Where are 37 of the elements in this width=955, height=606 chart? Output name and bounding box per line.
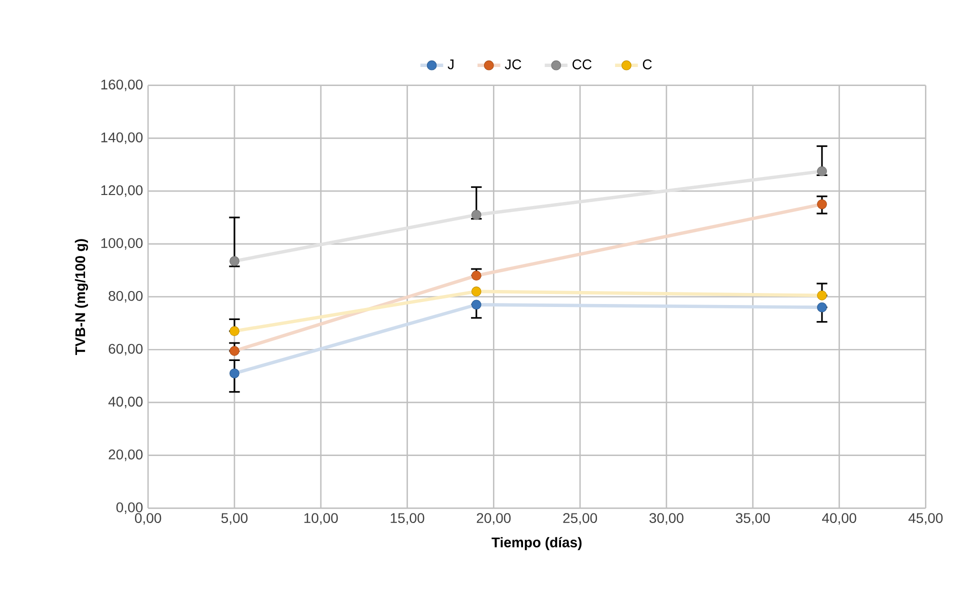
point xyxy=(230,326,240,336)
point xyxy=(817,166,827,176)
x-tick-label: 20,00 xyxy=(476,513,511,525)
point xyxy=(817,302,827,313)
x-tick-label: 30,00 xyxy=(649,513,684,525)
y-tick-label: 100,00 xyxy=(101,238,143,250)
y-tick-label: 0,00 xyxy=(116,502,143,514)
legend-label: C xyxy=(642,60,652,70)
point xyxy=(230,346,240,356)
y-tick-label: 40,00 xyxy=(108,396,143,408)
point xyxy=(817,290,827,301)
x-tick-label: 40,00 xyxy=(822,513,856,525)
x-tick-label: 0,00 xyxy=(134,513,162,525)
point xyxy=(230,256,240,266)
y-tick-label: 120,00 xyxy=(101,186,143,198)
point xyxy=(230,368,240,379)
point xyxy=(471,286,482,297)
x-tick-label: 45,00 xyxy=(908,513,943,525)
y-tick-label: 160,00 xyxy=(101,80,143,92)
point xyxy=(471,300,482,310)
x-axis-title: Tiempo (días) xyxy=(492,537,582,550)
x-tick-label: 5,00 xyxy=(221,513,248,525)
y-tick-label: 80,00 xyxy=(108,291,143,303)
y-tick-label: 140,00 xyxy=(101,132,143,144)
x-tick-label: 35,00 xyxy=(736,513,770,525)
x-tick-label: 10,00 xyxy=(304,513,338,525)
y-axis-title: TVB-N (mg/100 g) xyxy=(74,239,88,356)
legend-label: J xyxy=(448,60,454,70)
x-tick-label: 15,00 xyxy=(390,513,424,525)
y-tick-label: 60,00 xyxy=(108,344,143,356)
point xyxy=(471,270,482,281)
legend-label: JC xyxy=(504,60,522,70)
point xyxy=(471,210,482,220)
legend-label: CC xyxy=(572,60,592,70)
y-tick-label: 20,00 xyxy=(108,450,143,462)
point xyxy=(817,200,827,210)
x-tick-label: 25,00 xyxy=(563,513,598,525)
